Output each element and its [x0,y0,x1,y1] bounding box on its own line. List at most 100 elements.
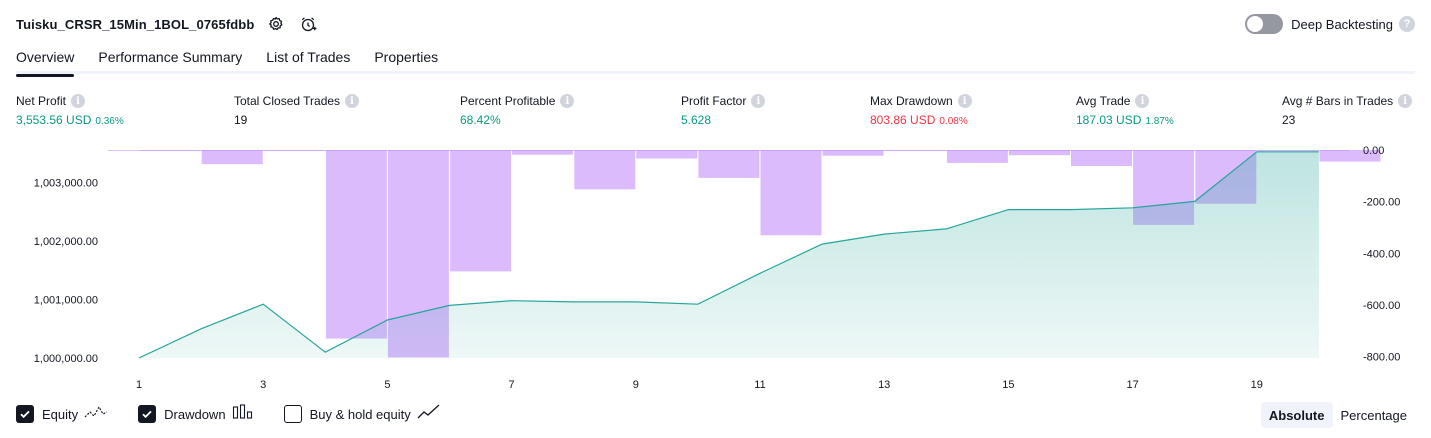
percentage-button[interactable]: Percentage [1340,407,1408,423]
info-icon[interactable]: i [957,94,972,108]
y-right-tick-label: 0.00 [1363,145,1384,157]
drawdown-bar [325,150,387,339]
drawdown-bars [108,150,1381,358]
help-icon[interactable]: ? [1399,16,1415,32]
tab-overview[interactable]: Overview [16,44,75,77]
left-axis: 1,000,000.00 1,001,000.00 1,002,000.00 1,00… [34,178,98,365]
absolute-button[interactable]: Absolute [1260,402,1333,428]
legend-label: Buy & hold equity [309,406,411,422]
legend-label: Drawdown [164,406,226,422]
tab-bar: Overview Performance Summary List of Tra… [16,44,1415,77]
drawdown-checkbox[interactable] [138,405,157,423]
metric-label: Profit Factor [681,94,747,108]
drawdown-bar [139,150,201,151]
add-alert-icon[interactable] [298,14,318,34]
metric-label: Percent Profitable [460,94,556,108]
x-tick-label: 13 [878,379,890,391]
drawdown-bar [698,150,760,178]
info-icon[interactable]: i [345,94,360,108]
y-left-tick-label: 1,003,000.00 [34,178,98,190]
settings-icon[interactable] [266,14,286,34]
metric-label: Net Profit [16,94,67,108]
drawdown-bar [512,150,574,155]
equity-area [138,151,1319,359]
x-tick-label: 17 [1126,379,1138,391]
info-icon[interactable]: i [1135,94,1150,108]
metric-avg-trade: Avg Trade i 187.03 USD 1.87% [1076,93,1174,127]
strategy-name: Tuisku_CRSR_15Min_1BOL_0765fdbb [16,16,255,32]
metric-value: 23 [1282,113,1296,127]
metric-label: Avg Trade [1076,94,1131,108]
drawdown-bar [201,150,263,165]
metric-value: 187.03 USD [1076,113,1142,127]
y-right-tick-label: -800.00 [1363,352,1400,364]
metric-label: Avg # Bars in Trades [1282,94,1394,108]
equity-checkbox[interactable] [16,405,34,423]
drawdown-bar [1071,150,1132,166]
drawdown-bar [1257,150,1319,151]
drawdown-bar [636,150,698,159]
metric-percent-profitable: Percent Profitable i 68.42% [460,93,575,127]
drawdown-bar [884,150,946,151]
metric-value: 3,553.56 USD [16,113,92,127]
info-icon[interactable]: i [751,94,766,108]
metric-value: 5.628 [681,113,712,127]
deep-backtesting: Deep Backtesting ? [1245,14,1415,34]
x-tick-label: 15 [1002,379,1014,391]
metric-value: 19 [234,113,248,127]
metric-label: Max Drawdown [870,94,953,108]
metric-total-closed-trades: Total Closed Trades i 19 [234,93,360,127]
equity-line-icon [84,404,108,425]
deep-backtesting-toggle[interactable] [1245,14,1284,34]
x-tick-label: 9 [633,379,639,391]
x-tick-label: 3 [260,379,266,391]
tab-properties[interactable]: Properties [374,49,439,65]
legend-drawdown[interactable]: Drawdown [138,403,254,425]
y-right-tick-label: -200.00 [1363,197,1400,209]
tab-performance-summary[interactable]: Performance Summary [98,49,243,65]
x-tick-label: 7 [509,379,515,391]
chart-legend: Equity Drawdown Buy & hold equity [16,403,471,425]
deep-backtesting-label: Deep Backtesting [1291,16,1393,32]
metric-value: 803.86 USD [870,113,936,127]
drawdown-bar [1319,150,1381,162]
strategy-header: Tuisku_CRSR_15Min_1BOL_0765fdbb Deep Bac… [16,10,1415,38]
x-tick-label: 11 [754,379,765,391]
tab-list-of-trades[interactable]: List of Trades [266,49,351,65]
equity-area-fill [139,151,1319,358]
metric-value: 68.42% [460,113,501,127]
metric-net-profit: Net Profit i 3,553.56 USD 0.36% [16,93,124,127]
scale-mode-switch: Absolute Percentage [1260,402,1415,428]
drawdown-bar [450,150,512,272]
equity-line [138,151,1319,359]
metric-percent: 1.87% [1145,116,1174,127]
x-tick-label: 19 [1251,379,1263,391]
right-axis: 0.00 -200.00 -400.00 -600.00 -800.00 [1363,145,1400,364]
drawdown-bar [1009,150,1070,156]
info-icon[interactable]: i [71,94,86,108]
metric-percent: 0.08% [939,116,968,127]
legend-buy-hold-equity[interactable]: Buy & hold equity [283,404,441,425]
info-icon[interactable]: i [1398,94,1413,108]
equity-drawdown-chart[interactable]: 1,000,000.00 1,001,000.00 1,002,000.00 1,00… [0,140,1431,395]
x-axis: 1 3 5 7 9 11 13 15 17 19 [136,379,1263,391]
buy-hold-checkbox[interactable] [283,405,302,423]
drawdown-bar [760,150,822,236]
y-left-tick-label: 1,001,000.00 [34,295,98,307]
legend-label: Equity [42,406,79,422]
metric-profit-factor: Profit Factor i 5.628 [681,93,766,127]
legend-equity[interactable]: Equity [16,404,108,425]
buy-hold-line-icon [417,404,441,425]
drawdown-bar [946,150,1008,163]
drawdown-bar [263,150,325,151]
metric-max-drawdown: Max Drawdown i 803.86 USD 0.08% [870,93,972,127]
metric-avg-bars-in-trades: Avg # Bars in Trades i 23 [1282,93,1413,127]
y-left-tick-label: 1,000,000.00 [34,353,98,365]
x-tick-label: 5 [384,379,390,391]
drawdown-bars-icon [232,403,254,425]
metric-percent: 0.36% [95,116,124,127]
y-right-tick-label: -400.00 [1363,248,1400,260]
drawdown-bar [574,150,636,190]
info-icon[interactable]: i [560,94,575,108]
metric-label: Total Closed Trades [234,94,341,108]
